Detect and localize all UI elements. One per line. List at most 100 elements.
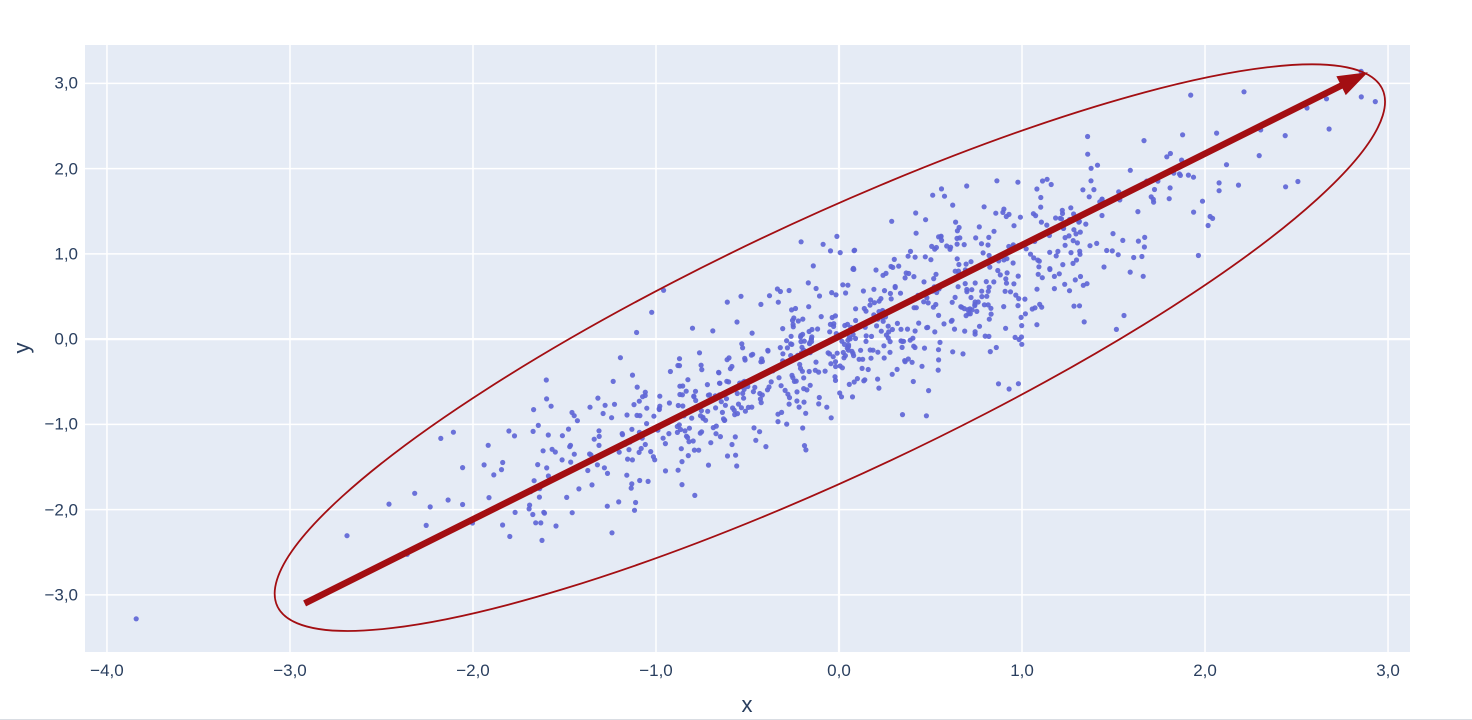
scatter-point bbox=[1205, 222, 1211, 229]
scatter-point bbox=[808, 336, 815, 342]
scatter-point bbox=[981, 204, 987, 210]
scatter-point bbox=[789, 317, 796, 323]
scatter-point bbox=[1044, 176, 1050, 182]
scatter-point bbox=[617, 355, 624, 361]
scatter-point bbox=[936, 312, 942, 318]
scatter-point bbox=[1074, 240, 1080, 246]
scatter-point bbox=[719, 409, 726, 415]
scatter-point bbox=[935, 367, 941, 373]
scatter-point bbox=[738, 405, 745, 411]
scatter-point bbox=[875, 376, 881, 382]
scatter-point bbox=[1195, 252, 1201, 259]
scatter-point bbox=[713, 423, 719, 429]
scatter-point bbox=[871, 286, 877, 292]
scatter-point bbox=[1071, 227, 1077, 233]
scatter-point bbox=[985, 242, 991, 248]
scatter-point bbox=[1076, 303, 1083, 309]
scatter-point bbox=[624, 412, 630, 418]
scatter-point bbox=[991, 228, 997, 234]
scatter-point bbox=[1006, 386, 1012, 392]
scatter-point bbox=[828, 415, 834, 421]
scatter-point bbox=[685, 434, 691, 441]
scatter-point bbox=[708, 440, 714, 446]
scatter-point bbox=[445, 497, 451, 503]
scatter-point bbox=[1035, 257, 1041, 263]
scatter-point bbox=[713, 431, 719, 437]
scatter-point bbox=[1034, 286, 1040, 292]
scatter-point bbox=[1121, 312, 1127, 319]
scatter-point bbox=[735, 401, 742, 407]
scatter-point bbox=[722, 417, 728, 423]
scatter-point bbox=[997, 272, 1003, 278]
scatter-point bbox=[1283, 184, 1289, 190]
scatter-point bbox=[801, 443, 808, 449]
scatter-point bbox=[624, 472, 630, 478]
scatter-point bbox=[636, 398, 642, 404]
scatter-point bbox=[724, 299, 730, 305]
scatter-point bbox=[1070, 260, 1076, 266]
scatter-point bbox=[921, 299, 927, 305]
scatter-point bbox=[986, 316, 992, 322]
scatter-point bbox=[935, 347, 942, 353]
scatter-point bbox=[1256, 153, 1262, 159]
scatter-point bbox=[972, 303, 978, 309]
scatter-point bbox=[1011, 223, 1017, 229]
scatter-point bbox=[979, 294, 985, 300]
scatter-point bbox=[860, 288, 867, 294]
scatter-point bbox=[832, 374, 838, 380]
scatter-point bbox=[1372, 99, 1378, 105]
scatter-point bbox=[600, 410, 606, 417]
scatter-point bbox=[723, 396, 730, 402]
scatter-point bbox=[881, 288, 888, 294]
scatter-point bbox=[851, 379, 857, 385]
scatter-point bbox=[691, 447, 698, 453]
scatter-point bbox=[571, 413, 577, 419]
scatter-point bbox=[696, 350, 703, 356]
scatter-point bbox=[1235, 182, 1242, 188]
scatter-point bbox=[757, 429, 763, 435]
scatter-point bbox=[1060, 262, 1066, 268]
scatter-point bbox=[797, 361, 803, 368]
scatter-point bbox=[629, 426, 635, 432]
scatter-point bbox=[667, 368, 674, 375]
scatter-point bbox=[544, 465, 550, 471]
scatter-point bbox=[988, 305, 994, 311]
scatter-point bbox=[732, 412, 738, 418]
scatter-point bbox=[571, 451, 577, 457]
scatter-point bbox=[1216, 188, 1222, 194]
scatter-point bbox=[1135, 209, 1141, 215]
scatter-point bbox=[931, 276, 937, 282]
scatter-point bbox=[629, 457, 636, 463]
scatter-point bbox=[913, 305, 919, 311]
scatter-point bbox=[775, 411, 781, 417]
scatter-point bbox=[1086, 194, 1092, 200]
scatter-point bbox=[909, 359, 915, 365]
scatter-point bbox=[741, 395, 747, 401]
scatter-point bbox=[863, 338, 869, 344]
scatter-point bbox=[897, 290, 904, 296]
scatter-point bbox=[797, 365, 804, 371]
scatter-point bbox=[1044, 222, 1050, 228]
scatter-point bbox=[1214, 130, 1220, 136]
scatter-point bbox=[717, 380, 723, 386]
scatter-point bbox=[1083, 221, 1089, 227]
scatter-point bbox=[1047, 249, 1053, 255]
scatter-point bbox=[1087, 243, 1093, 249]
scatter-point bbox=[1127, 167, 1133, 173]
scatter-point bbox=[1104, 247, 1110, 254]
plot-area[interactable] bbox=[85, 45, 1410, 652]
scatter-point bbox=[981, 302, 988, 308]
outlier-point bbox=[133, 616, 139, 622]
scatter-point bbox=[507, 533, 513, 540]
y-tick-label: 0,0 bbox=[54, 329, 78, 349]
scatter-point bbox=[722, 402, 729, 408]
scatter-point bbox=[993, 210, 999, 216]
scatter-point bbox=[679, 459, 685, 465]
scatter-point bbox=[1177, 172, 1183, 178]
scatter-point bbox=[541, 510, 548, 516]
scatter-point bbox=[757, 396, 764, 402]
scatter-point bbox=[973, 235, 979, 241]
scatter-point bbox=[1084, 281, 1090, 287]
principal-component-arrow bbox=[303, 72, 1368, 607]
scatter-point bbox=[564, 494, 570, 500]
